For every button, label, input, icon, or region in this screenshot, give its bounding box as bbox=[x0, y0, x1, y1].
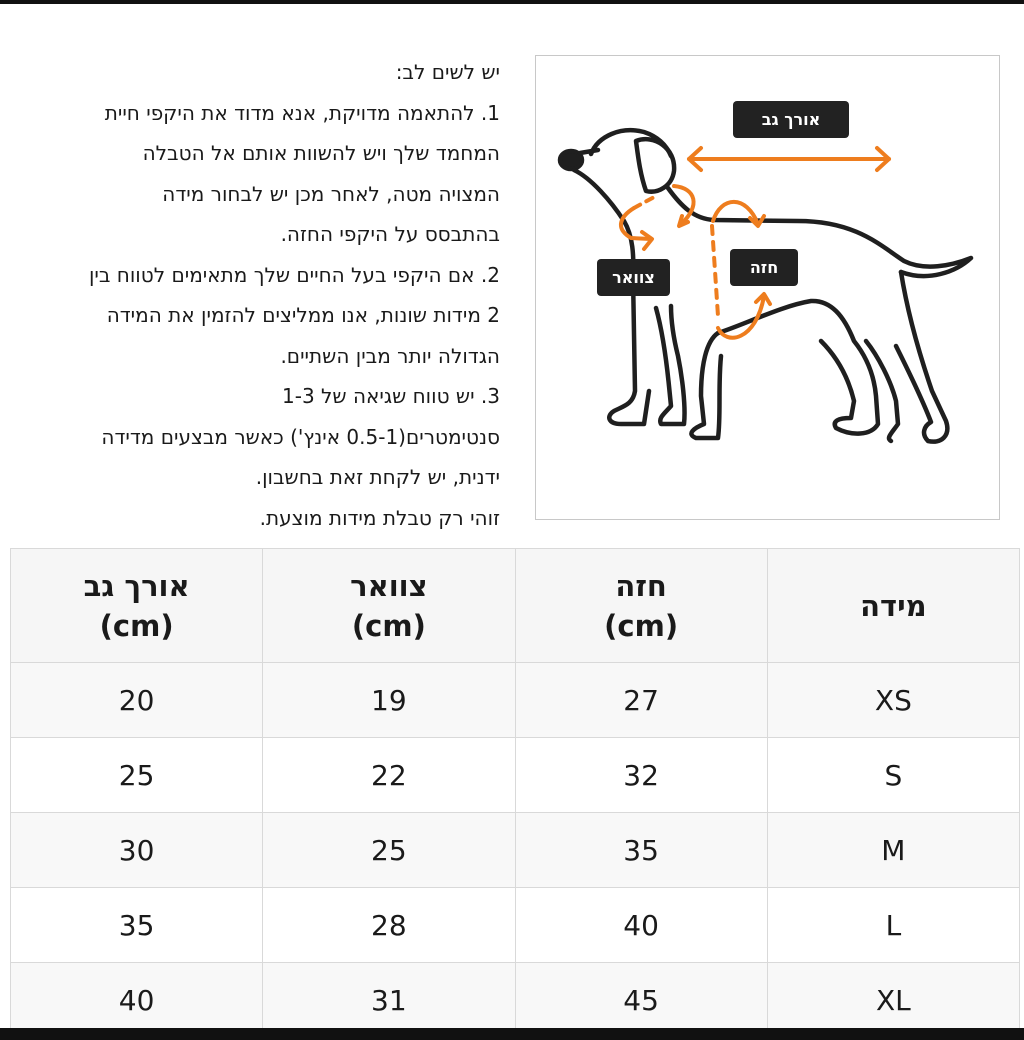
neck-cell: 31 bbox=[262, 962, 516, 1038]
header-size: מידה bbox=[766, 548, 1021, 663]
size-chart-table: מידה חזה (cm) צוואר (cm) אורך גב (cm) XS 27… bbox=[9, 548, 1021, 1038]
neck-label: צוואר bbox=[597, 259, 670, 296]
notes-line: יש לשים לב: bbox=[395, 60, 500, 84]
neck-cell: 25 bbox=[262, 812, 516, 888]
size-cell: XL bbox=[766, 962, 1021, 1038]
notes-line: 3. יש טווח שגיאה של 1-3 bbox=[282, 384, 500, 408]
notes-line: ידנית, יש לקחת זאת בחשבון. bbox=[255, 465, 500, 489]
back-length-cell: 20 bbox=[9, 662, 264, 738]
dog-outline-illustration bbox=[557, 128, 974, 444]
table-row: XS 27 19 20 bbox=[9, 662, 1021, 738]
neck-cell: 22 bbox=[262, 737, 516, 813]
table-row: L 40 28 35 bbox=[9, 887, 1021, 963]
back-length-cell: 40 bbox=[9, 962, 264, 1038]
header-label: אורך גב bbox=[83, 568, 190, 603]
header-label: צוואר bbox=[350, 568, 428, 603]
dog-measurement-diagram: אורך גב צוואר חזה bbox=[535, 55, 1000, 520]
chest-cell: 45 bbox=[514, 962, 768, 1038]
notes-line: המחמד שלך ויש להשוות אותם אל הטבלה bbox=[142, 141, 500, 165]
notes-line: 1. להתאמה מדויקת, אנא מדוד את היקפי חיית bbox=[104, 100, 500, 125]
header-label: מידה bbox=[860, 588, 927, 623]
chest-cell: 27 bbox=[514, 662, 768, 738]
header-unit: (cm) bbox=[604, 608, 679, 643]
table-row: M 35 25 30 bbox=[9, 812, 1021, 888]
size-cell: M bbox=[766, 812, 1021, 888]
table-row: XL 45 31 40 bbox=[9, 962, 1021, 1038]
top-border bbox=[0, 0, 1024, 4]
notes-line: 2. אם היקפי בעל החיים שלך מתאימים לטווח … bbox=[88, 262, 500, 287]
notes-line: זוהי רק טבלת מידות מוצעת. bbox=[259, 505, 500, 530]
notes-line: בהתבסס על היקפי החזה. bbox=[280, 222, 500, 246]
back-length-cell: 35 bbox=[9, 887, 264, 963]
chest-cell: 35 bbox=[514, 812, 768, 888]
table-row: S 32 22 25 bbox=[9, 737, 1021, 813]
header-chest: חזה (cm) bbox=[514, 548, 768, 663]
back-length-cell: 25 bbox=[9, 737, 264, 813]
header-unit: (cm) bbox=[351, 608, 426, 643]
back-length-label: אורך גב bbox=[733, 101, 849, 138]
notes-line: 2 מידות שונות, אנו ממליצים להזמין את המי… bbox=[106, 303, 500, 327]
size-cell: S bbox=[766, 737, 1021, 813]
notes-line: המצויה מטה, לאחר מכן יש לבחור מידה bbox=[162, 181, 500, 206]
back-length-cell: 30 bbox=[9, 812, 264, 888]
measurement-notes: יש לשים לב: 1. להתאמה מדויקת, אנא מדוד א… bbox=[0, 52, 500, 538]
chest-label: חזה bbox=[730, 249, 798, 286]
bottom-border bbox=[0, 1028, 1024, 1040]
header-back-length: אורך גב (cm) bbox=[9, 548, 264, 663]
chest-cell: 32 bbox=[514, 737, 768, 813]
header-neck: צוואר (cm) bbox=[262, 548, 516, 663]
chest-cell: 40 bbox=[514, 887, 768, 963]
size-cell: L bbox=[766, 887, 1021, 963]
neck-cell: 19 bbox=[262, 662, 516, 738]
notes-line: הגדולה יותר מבין השתיים. bbox=[280, 343, 500, 368]
neck-cell: 28 bbox=[262, 887, 516, 963]
header-label: חזה bbox=[615, 568, 667, 603]
header-unit: (cm) bbox=[99, 608, 174, 643]
size-cell: XS bbox=[766, 662, 1021, 738]
table-header-row: מידה חזה (cm) צוואר (cm) אורך גב (cm) bbox=[9, 548, 1021, 663]
notes-line: סנטימטרים(0.5-1 אינץ') כאשר מבצעים מדידה bbox=[101, 424, 500, 449]
